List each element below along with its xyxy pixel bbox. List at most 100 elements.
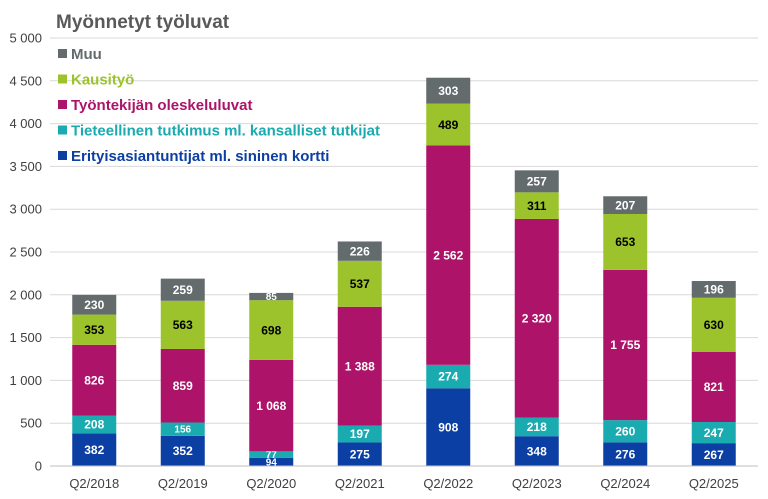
bar-segment [691, 422, 736, 444]
legend-swatch [58, 74, 67, 84]
data-label: 2 320 [522, 311, 552, 325]
bar-segment [514, 218, 559, 418]
legend-swatch [58, 125, 67, 135]
y-tick-label: 5 000 [9, 31, 42, 46]
bar-segment [603, 213, 648, 270]
legend-swatch [58, 100, 67, 109]
legend-entry: Muu [71, 46, 102, 63]
bar-segment [603, 420, 648, 443]
y-tick-label: 3 500 [9, 159, 42, 174]
legend-swatch [58, 151, 67, 160]
x-tick-label: Q2/2023 [512, 476, 562, 491]
bar-segment [72, 433, 117, 466]
y-axis: 0 500 1 000 1 500 2 000 2 500 3 000 3 500 4 000 4… [9, 31, 42, 474]
bar-segment [603, 196, 648, 214]
bar-segment [72, 294, 117, 315]
x-axis: Q2/2018 Q2/2019 Q2/2020 Q2/2021 Q2/2022 Q2/20… [50, 465, 758, 491]
data-label: 197 [350, 427, 370, 441]
bar-segment [514, 436, 559, 466]
y-tick-label: 500 [20, 416, 42, 431]
data-label: 311 [527, 199, 547, 213]
legend-entry: Työntekijän oleskeluluvat [71, 97, 252, 114]
data-label: 156 [174, 425, 191, 436]
data-label: 563 [173, 318, 193, 332]
chart-title: Myönnetyt työluvat [56, 12, 230, 33]
x-tick-label: Q2/2024 [600, 476, 650, 491]
gridlines [50, 37, 758, 424]
y-tick-label: 1 000 [9, 373, 42, 388]
data-label: 230 [84, 298, 104, 312]
bar-segment [691, 351, 736, 423]
x-tick-label: Q2/2025 [689, 476, 739, 491]
bar-segment [337, 306, 382, 426]
data-label: 208 [84, 418, 104, 432]
data-label: 1 068 [256, 399, 286, 413]
data-label: 821 [704, 380, 724, 394]
data-label: 353 [84, 323, 104, 337]
bar-segment [691, 443, 736, 466]
data-label: 698 [261, 323, 281, 337]
data-label: 257 [527, 175, 547, 189]
data-label: 859 [173, 379, 193, 393]
bar-segment [691, 281, 736, 298]
y-tick-label: 4 500 [9, 73, 42, 88]
bar-segment [426, 77, 471, 104]
bar-segment [160, 278, 205, 301]
data-label: 274 [438, 370, 458, 384]
legend-swatch [58, 49, 67, 58]
bar-segment [249, 292, 294, 301]
bar-segment [514, 170, 559, 193]
bar-segment [72, 314, 117, 345]
legend-entry: Erityisasiantuntijat ml. sininen kortti [71, 148, 329, 165]
data-label: 908 [438, 420, 458, 434]
data-label: 1 755 [610, 338, 640, 352]
data-label: 348 [527, 444, 547, 458]
data-label: 226 [350, 244, 370, 258]
data-label: 1 388 [345, 359, 375, 373]
data-label: 382 [84, 443, 104, 457]
y-tick-label: 3 000 [9, 202, 42, 217]
bar-segment [160, 300, 205, 349]
bar-segment [160, 348, 205, 423]
data-label: 275 [350, 447, 370, 461]
data-label: 247 [704, 426, 724, 440]
bar-segment [603, 442, 648, 466]
bar-segment [160, 435, 205, 466]
data-label: 85 [266, 292, 278, 303]
bar-segment [249, 359, 294, 452]
data-label: 303 [438, 84, 458, 98]
x-tick-label: Q2/2022 [423, 476, 473, 491]
bar-segment [337, 260, 382, 307]
x-tick-label: Q2/2019 [158, 476, 208, 491]
bar-segment [691, 297, 736, 352]
bar-segment [337, 442, 382, 466]
data-label: 207 [615, 198, 635, 212]
data-label: 489 [438, 118, 458, 132]
data-label: 826 [84, 373, 104, 387]
y-tick-label: 0 [35, 459, 42, 474]
bar-segment [337, 241, 382, 261]
data-label: 267 [704, 448, 724, 462]
bar-segment [426, 145, 471, 365]
bar-segment [337, 425, 382, 443]
x-tick-label: Q2/2021 [335, 476, 385, 491]
data-label: 77 [266, 450, 278, 461]
bar-segment [603, 269, 648, 421]
legend: Muu Kausityö Työntekijän oleskeluluvat Tiet… [58, 46, 380, 165]
x-tick-label: Q2/2020 [246, 476, 296, 491]
bar-segment [426, 103, 471, 146]
x-tick-label: Q2/2018 [69, 476, 119, 491]
bar-segment [249, 300, 294, 360]
data-label: 2 562 [433, 248, 463, 262]
data-label: 260 [615, 424, 635, 438]
data-label: 196 [704, 283, 724, 297]
data-label: 352 [173, 444, 193, 458]
bar-segment [249, 451, 294, 458]
y-tick-label: 2 500 [9, 245, 42, 260]
data-label: 276 [615, 447, 635, 461]
data-label: 653 [615, 235, 635, 249]
data-label: 94 [266, 457, 278, 468]
bar-segment [514, 417, 559, 437]
bar-segment [249, 457, 294, 466]
